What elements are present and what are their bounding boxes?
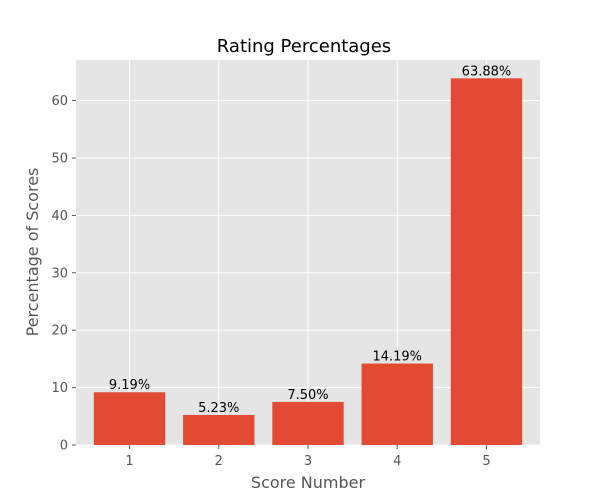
y-tick-label: 60 — [51, 94, 68, 109]
bar-score-1 — [93, 392, 166, 445]
bar-score-5 — [450, 78, 523, 445]
bars — [93, 78, 523, 445]
y-tick-label: 0 — [60, 439, 68, 454]
y-tick-label: 10 — [51, 381, 68, 396]
bar-score-2 — [183, 414, 255, 445]
bar-value-label: 7.50% — [287, 388, 328, 403]
x-tick-label: 2 — [215, 454, 223, 469]
data-labels: 9.19% 5.23% 7.50% 14.19% 63.88% — [109, 64, 511, 416]
chart-title: Rating Percentages — [217, 36, 391, 57]
bar-value-label: 63.88% — [462, 64, 512, 79]
x-axis-label: Score Number — [251, 473, 366, 492]
bar-value-label: 9.19% — [109, 378, 150, 393]
y-tick-label: 40 — [51, 209, 68, 224]
y-axis-label: Percentage of Scores — [23, 168, 42, 337]
axis-ticks: 0 10 20 30 40 50 60 1 2 3 4 5 — [51, 94, 490, 469]
x-tick-label: 4 — [393, 454, 401, 469]
x-tick-label: 5 — [482, 454, 490, 469]
bar-value-label: 14.19% — [372, 350, 422, 365]
bar-score-4 — [361, 363, 433, 445]
y-tick-label: 30 — [51, 266, 68, 281]
y-tick-label: 20 — [51, 324, 68, 339]
x-tick-label: 1 — [125, 454, 133, 469]
y-tick-label: 50 — [51, 151, 68, 166]
bar-value-label: 5.23% — [198, 401, 239, 416]
x-tick-label: 3 — [304, 454, 312, 469]
bar-score-3 — [272, 401, 344, 445]
